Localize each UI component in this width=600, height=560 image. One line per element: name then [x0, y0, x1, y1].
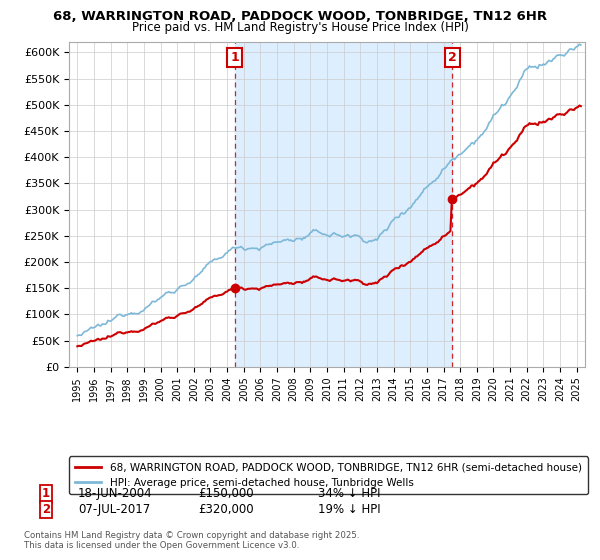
Text: 1: 1 — [42, 487, 50, 501]
Text: £320,000: £320,000 — [198, 503, 254, 516]
Text: 68, WARRINGTON ROAD, PADDOCK WOOD, TONBRIDGE, TN12 6HR: 68, WARRINGTON ROAD, PADDOCK WOOD, TONBR… — [53, 10, 547, 23]
Text: 18-JUN-2004: 18-JUN-2004 — [78, 487, 152, 501]
Text: 19% ↓ HPI: 19% ↓ HPI — [318, 503, 380, 516]
Legend: 68, WARRINGTON ROAD, PADDOCK WOOD, TONBRIDGE, TN12 6HR (semi-detached house), HP: 68, WARRINGTON ROAD, PADDOCK WOOD, TONBR… — [69, 456, 588, 494]
Text: Price paid vs. HM Land Registry's House Price Index (HPI): Price paid vs. HM Land Registry's House … — [131, 21, 469, 34]
Text: 07-JUL-2017: 07-JUL-2017 — [78, 503, 150, 516]
Text: Contains HM Land Registry data © Crown copyright and database right 2025.
This d: Contains HM Land Registry data © Crown c… — [24, 531, 359, 550]
Bar — [235, 42, 452, 367]
Text: 1: 1 — [230, 51, 239, 64]
Text: 2: 2 — [42, 503, 50, 516]
Text: 34% ↓ HPI: 34% ↓ HPI — [318, 487, 380, 501]
Text: £150,000: £150,000 — [198, 487, 254, 501]
Text: 2: 2 — [448, 51, 457, 64]
